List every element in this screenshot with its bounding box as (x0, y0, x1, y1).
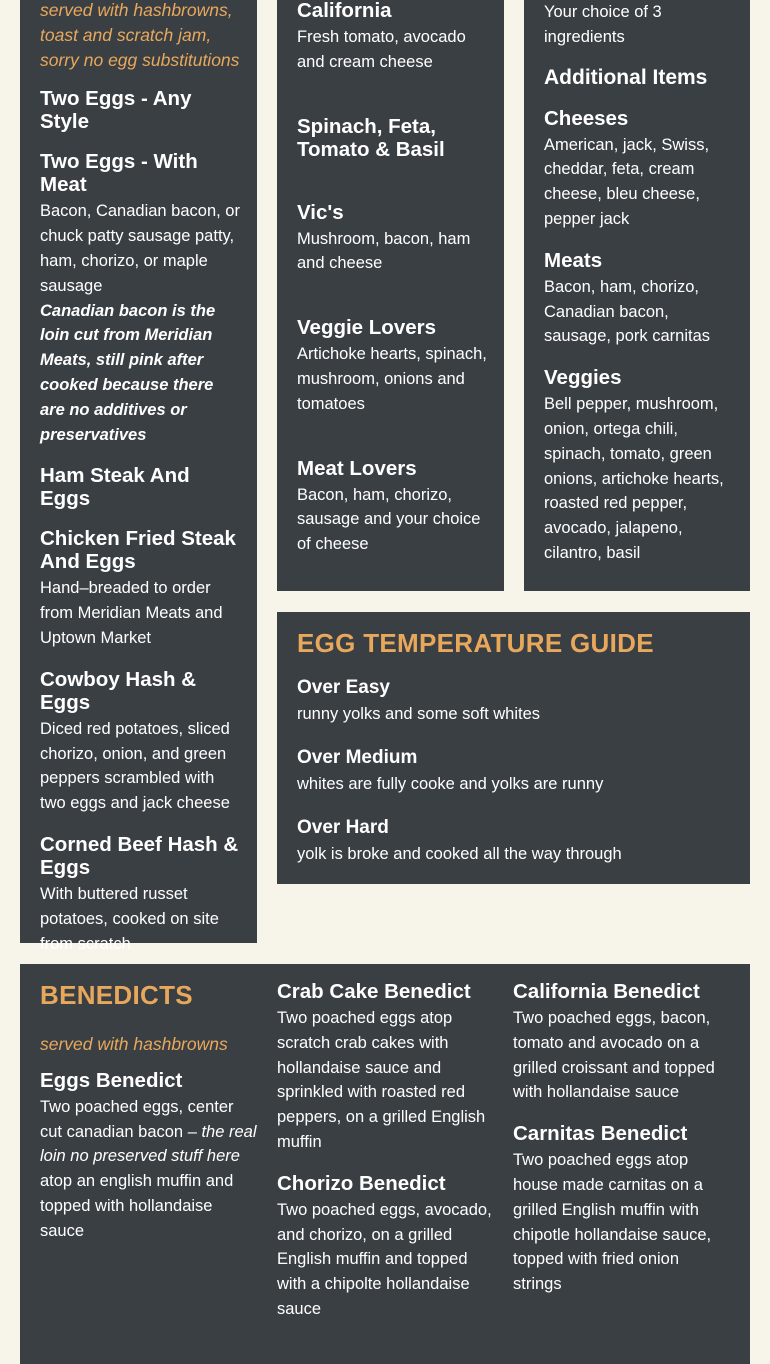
item-description: With buttered russet potatoes, cooked on… (40, 884, 219, 953)
item-description: Hand–breaded to order from Meridian Meat… (40, 579, 223, 647)
section-intro: served with hashbrowns, toast and scratc… (40, 0, 240, 70)
item-description: Bacon, ham, chorizo, sausage and your ch… (297, 485, 481, 554)
item-name: Carnitas Benedict (513, 1122, 688, 1146)
benedicts-column-2: Crab Cake Benedict Two poached eggs atop … (277, 980, 495, 1339)
menu-item: Crab Cake Benedict Two poached eggs atop … (277, 980, 495, 1155)
menu-item: Cowboy Hash & Eggs Diced red potatoes, sl… (40, 668, 240, 816)
section-title: BENEDICTS (40, 980, 193, 1010)
item-name: California (297, 0, 392, 22)
menu-item: Two Eggs - With Meat Bacon, Canadian baco… (40, 150, 240, 447)
item-name: Over Medium (297, 746, 418, 768)
egg-plates-column: served with hashbrowns, toast and scratc… (40, 0, 240, 973)
item-name: Cowboy Hash & Eggs (40, 667, 197, 714)
section-heading: Additional Items (544, 65, 708, 89)
menu-item: Vic's Mushroom, bacon, ham and cheese (297, 201, 487, 277)
item-name: Ham Steak And Eggs (40, 464, 190, 511)
item-name: Over Hard (297, 816, 389, 838)
item-description: Two poached eggs atop house made carnita… (513, 1151, 712, 1294)
build-your-own-panel: Your choice of 3 ingredients Additional I… (524, 0, 750, 591)
section-title: EGG TEMPERATURE GUIDE (297, 628, 654, 658)
menu-item: Carnitas Benedict Two poached eggs atop h… (513, 1122, 731, 1297)
benedicts-panel: BENEDICTS served with hashbrowns Eggs Bene… (20, 964, 750, 1364)
menu-page: { "egg_plates": { "intro": "served with … (20, 0, 750, 1364)
menu-item: Meats Bacon, ham, chorizo, Canadian bacon… (544, 249, 734, 349)
item-description: Fresh tomato, avocado and cream cheese (297, 28, 466, 71)
menu-item: Cheeses American, jack, Swiss, cheddar, f… (544, 107, 734, 232)
section-subtitle: served with hashbrowns (40, 1034, 228, 1054)
menu-item: Ham Steak And Eggs (40, 464, 240, 510)
omelettes-panel: California Fresh tomato, avocado and crea… (277, 0, 504, 591)
item-name: Chorizo Benedict (277, 1171, 446, 1195)
item-name: Veggies (544, 366, 622, 390)
build-your-own-column: Your choice of 3 ingredients Additional I… (544, 0, 734, 583)
menu-item: Over Easy runny yolks and some soft white… (297, 676, 737, 727)
item-name: Two Eggs - Any Style (40, 87, 192, 134)
section-intro: Your choice of 3 ingredients (544, 3, 662, 46)
omelettes-column: California Fresh tomato, avocado and crea… (297, 0, 487, 597)
item-description: Two poached eggs atop scratch crab cakes… (277, 1009, 486, 1151)
menu-item: Spinach, Feta, Tomato & Basil (297, 115, 487, 161)
egg-guide-panel: EGG TEMPERATURE GUIDE Over Easy runny yolk… (277, 612, 750, 884)
menu-item: Meat Lovers Bacon, ham, chorizo, sausage … (297, 457, 487, 557)
item-description: Mushroom, bacon, ham and cheese (297, 229, 471, 273)
item-description: Bell pepper, mushroom, onion, ortega chi… (544, 395, 724, 562)
item-name: Vic's (297, 200, 344, 224)
item-name: Spinach, Feta, Tomato & Basil (297, 114, 445, 161)
menu-item: Corned Beef Hash & Eggs With buttered rus… (40, 833, 240, 956)
item-name: Cheeses (544, 106, 629, 130)
item-description: Bacon, Canadian bacon, or chuck patty sa… (40, 202, 240, 295)
item-name: Corned Beef Hash & Eggs (40, 832, 239, 879)
item-note: Canadian bacon is the loin cut from Meri… (40, 301, 216, 444)
menu-item: Chicken Fried Steak And Eggs Hand–breaded… (40, 527, 240, 650)
menu-item: California Fresh tomato, avocado and crea… (297, 0, 487, 75)
menu-item: Over Hard yolk is broke and cooked all th… (297, 816, 737, 867)
description-text: Two poached eggs, center cut canadian ba… (40, 1097, 234, 1141)
item-name: Veggie Lovers (297, 316, 437, 340)
item-description: yolk is broke and cooked all the way thr… (297, 844, 622, 863)
item-description: runny yolks and some soft whites (297, 705, 541, 723)
egg-guide-column: EGG TEMPERATURE GUIDE Over Easy runny yolk… (297, 628, 737, 885)
benedicts-column-1: BENEDICTS served with hashbrowns Eggs Bene… (40, 980, 258, 1261)
item-name: Two Eggs - With Meat (40, 150, 198, 197)
item-name: Crab Cake Benedict (277, 980, 471, 1003)
item-description: Two poached eggs, center cut canadian ba… (40, 1095, 258, 1244)
page: Menu html, body { margin: 0; padding: 0;… (20, 0, 750, 1364)
item-description: Two poached eggs, bacon, tomato and avoc… (513, 1009, 715, 1102)
item-name: Meat Lovers (297, 456, 417, 480)
menu-item: California Benedict Two poached eggs, bac… (513, 980, 731, 1105)
menu-item: Two Eggs - Any Style (40, 87, 240, 133)
item-name: California Benedict (513, 980, 700, 1003)
description-text: atop an english muffin and topped with h… (40, 1172, 234, 1240)
item-description: Diced red potatoes, sliced chorizo, onio… (40, 719, 230, 813)
description-italic: the real loin no preserved stuff here (40, 1122, 257, 1166)
item-description: American, jack, Swiss, cheddar, feta, cr… (544, 135, 710, 228)
item-description: Bacon, ham, chorizo, Canadian bacon, sau… (544, 277, 711, 346)
item-description: Two poached eggs, avocado, and chorizo, … (277, 1200, 492, 1318)
item-description: Artichoke hearts, spinach, mushroom, oni… (297, 345, 487, 413)
benedicts-column-3: California Benedict Two poached eggs, bac… (513, 980, 731, 1314)
menu-item: Veggies Bell pepper, mushroom, onion, ort… (544, 366, 734, 566)
item-name: Meats (544, 248, 603, 272)
item-name: Over Easy (297, 677, 390, 698)
item-name: Chicken Fried Steak And Eggs (40, 527, 236, 574)
egg-plates-panel: served with hashbrowns, toast and scratc… (20, 0, 257, 953)
item-description: whites are fully cooke and yolks are run… (297, 774, 604, 793)
menu-item: Eggs Benedict Two poached eggs, center cu… (40, 1069, 258, 1244)
item-name: Eggs Benedict (40, 1068, 183, 1092)
menu-item: Veggie Lovers Artichoke hearts, spinach, … (297, 316, 487, 416)
menu-item: Over Medium whites are fully cooke and yo… (297, 746, 737, 797)
menu-item: Chorizo Benedict Two poached eggs, avocad… (277, 1172, 495, 1322)
